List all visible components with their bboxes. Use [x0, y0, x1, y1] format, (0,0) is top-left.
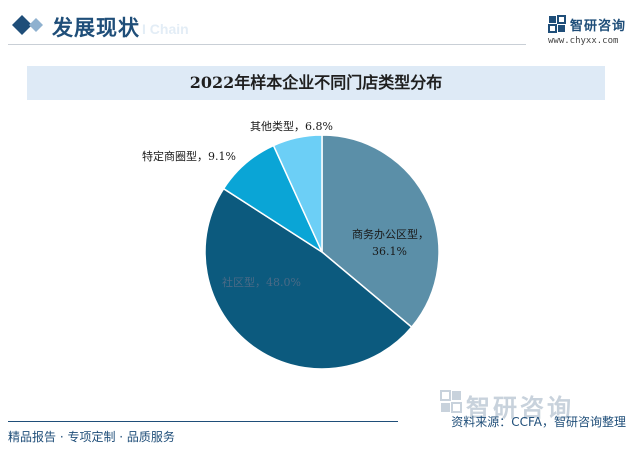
pie-slice — [321, 134, 440, 329]
chart-title: 2022年样本企业不同门店类型分布 — [189, 73, 443, 92]
brand-logo: 智研咨询 www.chyxx.com — [548, 15, 638, 51]
watermark-mark-icon — [440, 390, 462, 413]
slice-label: 特定商圈型，9.1% — [142, 149, 236, 163]
chart-title-banner: 2022年样本企业不同门店类型分布 — [27, 66, 605, 100]
pie-slice — [272, 134, 323, 253]
pie-chart: 商务办公区型， 36.1% 社区型，48.0% 特定商圈型，9.1% 其他类型，6.8% — [142, 119, 440, 370]
brand-watermark: 智研咨询 — [466, 394, 574, 422]
slice-label: 商务办公区型， — [352, 227, 429, 241]
brand-url: www.chyxx.com — [548, 36, 619, 46]
header-divider — [8, 44, 526, 45]
slice-value-label: 36.1% — [372, 245, 407, 258]
pie-slice — [204, 187, 413, 370]
slice-label: 其他类型，6.8% — [250, 119, 333, 133]
footer-divider — [8, 421, 398, 422]
footer-tagline: 精品报告 · 专项定制 · 品质服务 — [8, 430, 175, 444]
brand-mark-icon — [548, 15, 566, 33]
slice-label: 社区型，48.0% — [222, 275, 301, 289]
diamond-logo-icon — [12, 15, 43, 35]
header-watermark: I Chain — [142, 21, 189, 37]
brand-name: 智研咨询 — [570, 19, 627, 34]
section-title: 发展现状 — [52, 16, 140, 40]
source-note: 资料来源：CCFA，智研咨询整理 — [451, 415, 626, 429]
page-header: 发展现状 I Chain — [0, 0, 640, 46]
